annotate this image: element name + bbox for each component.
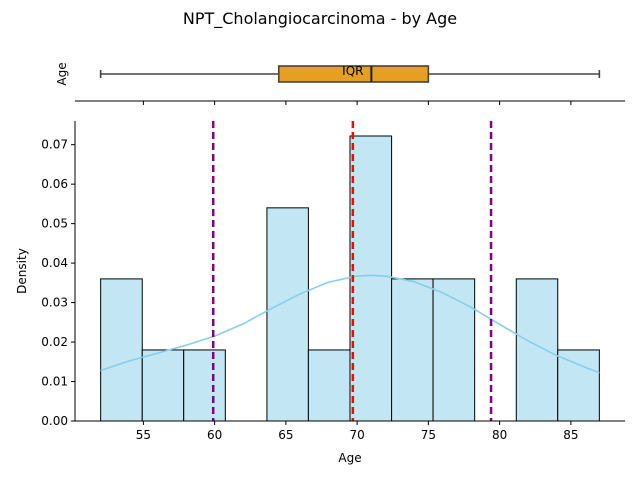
x-tick-label: 55 — [136, 428, 151, 442]
histogram-bar — [141, 349, 185, 422]
x-tick-label: 60 — [207, 428, 222, 442]
x-tick-label: 70 — [349, 428, 364, 442]
iqr-label: IQR — [342, 64, 363, 78]
boxplot-panel: IQR Age — [55, 62, 625, 105]
figure-title: NPT_Cholangiocarcinoma - by Age — [183, 9, 457, 29]
histogram-bar — [349, 135, 393, 422]
y-tick-label: 0.00 — [41, 414, 68, 428]
iqr-box — [277, 65, 430, 83]
kde-curve — [100, 274, 600, 374]
histogram-bar — [557, 349, 600, 422]
y-tick-label: 0.03 — [41, 296, 68, 310]
histogram-bar — [266, 207, 309, 422]
y-tick-label: 0.02 — [41, 335, 68, 349]
histogram-bar — [391, 278, 434, 422]
boxplot-y-label: Age — [55, 62, 69, 85]
y-tick-label: 0.06 — [41, 177, 68, 191]
x-tick-label: 85 — [563, 428, 578, 442]
histogram-panel: 55 60 65 70 75 80 85 0.00 0.01 0.02 0.03 0.04 0.05 0.… — [15, 121, 625, 465]
y-tick-label: 0.05 — [41, 217, 68, 231]
histogram-bar — [432, 278, 476, 422]
histogram-bar — [100, 278, 143, 422]
y-tick-label: 0.04 — [41, 256, 68, 270]
histogram-bar — [515, 278, 559, 422]
x-axis-label: Age — [338, 451, 361, 465]
histogram-bar — [307, 349, 351, 422]
x-tick-label: 80 — [492, 428, 507, 442]
y-tick-label: 0.07 — [41, 138, 68, 152]
y-tick-label: 0.01 — [41, 375, 68, 389]
histogram-bar — [183, 349, 226, 422]
y-axis-label: Density — [15, 248, 29, 294]
x-tick-label: 65 — [278, 428, 293, 442]
x-tick-label: 75 — [421, 428, 436, 442]
